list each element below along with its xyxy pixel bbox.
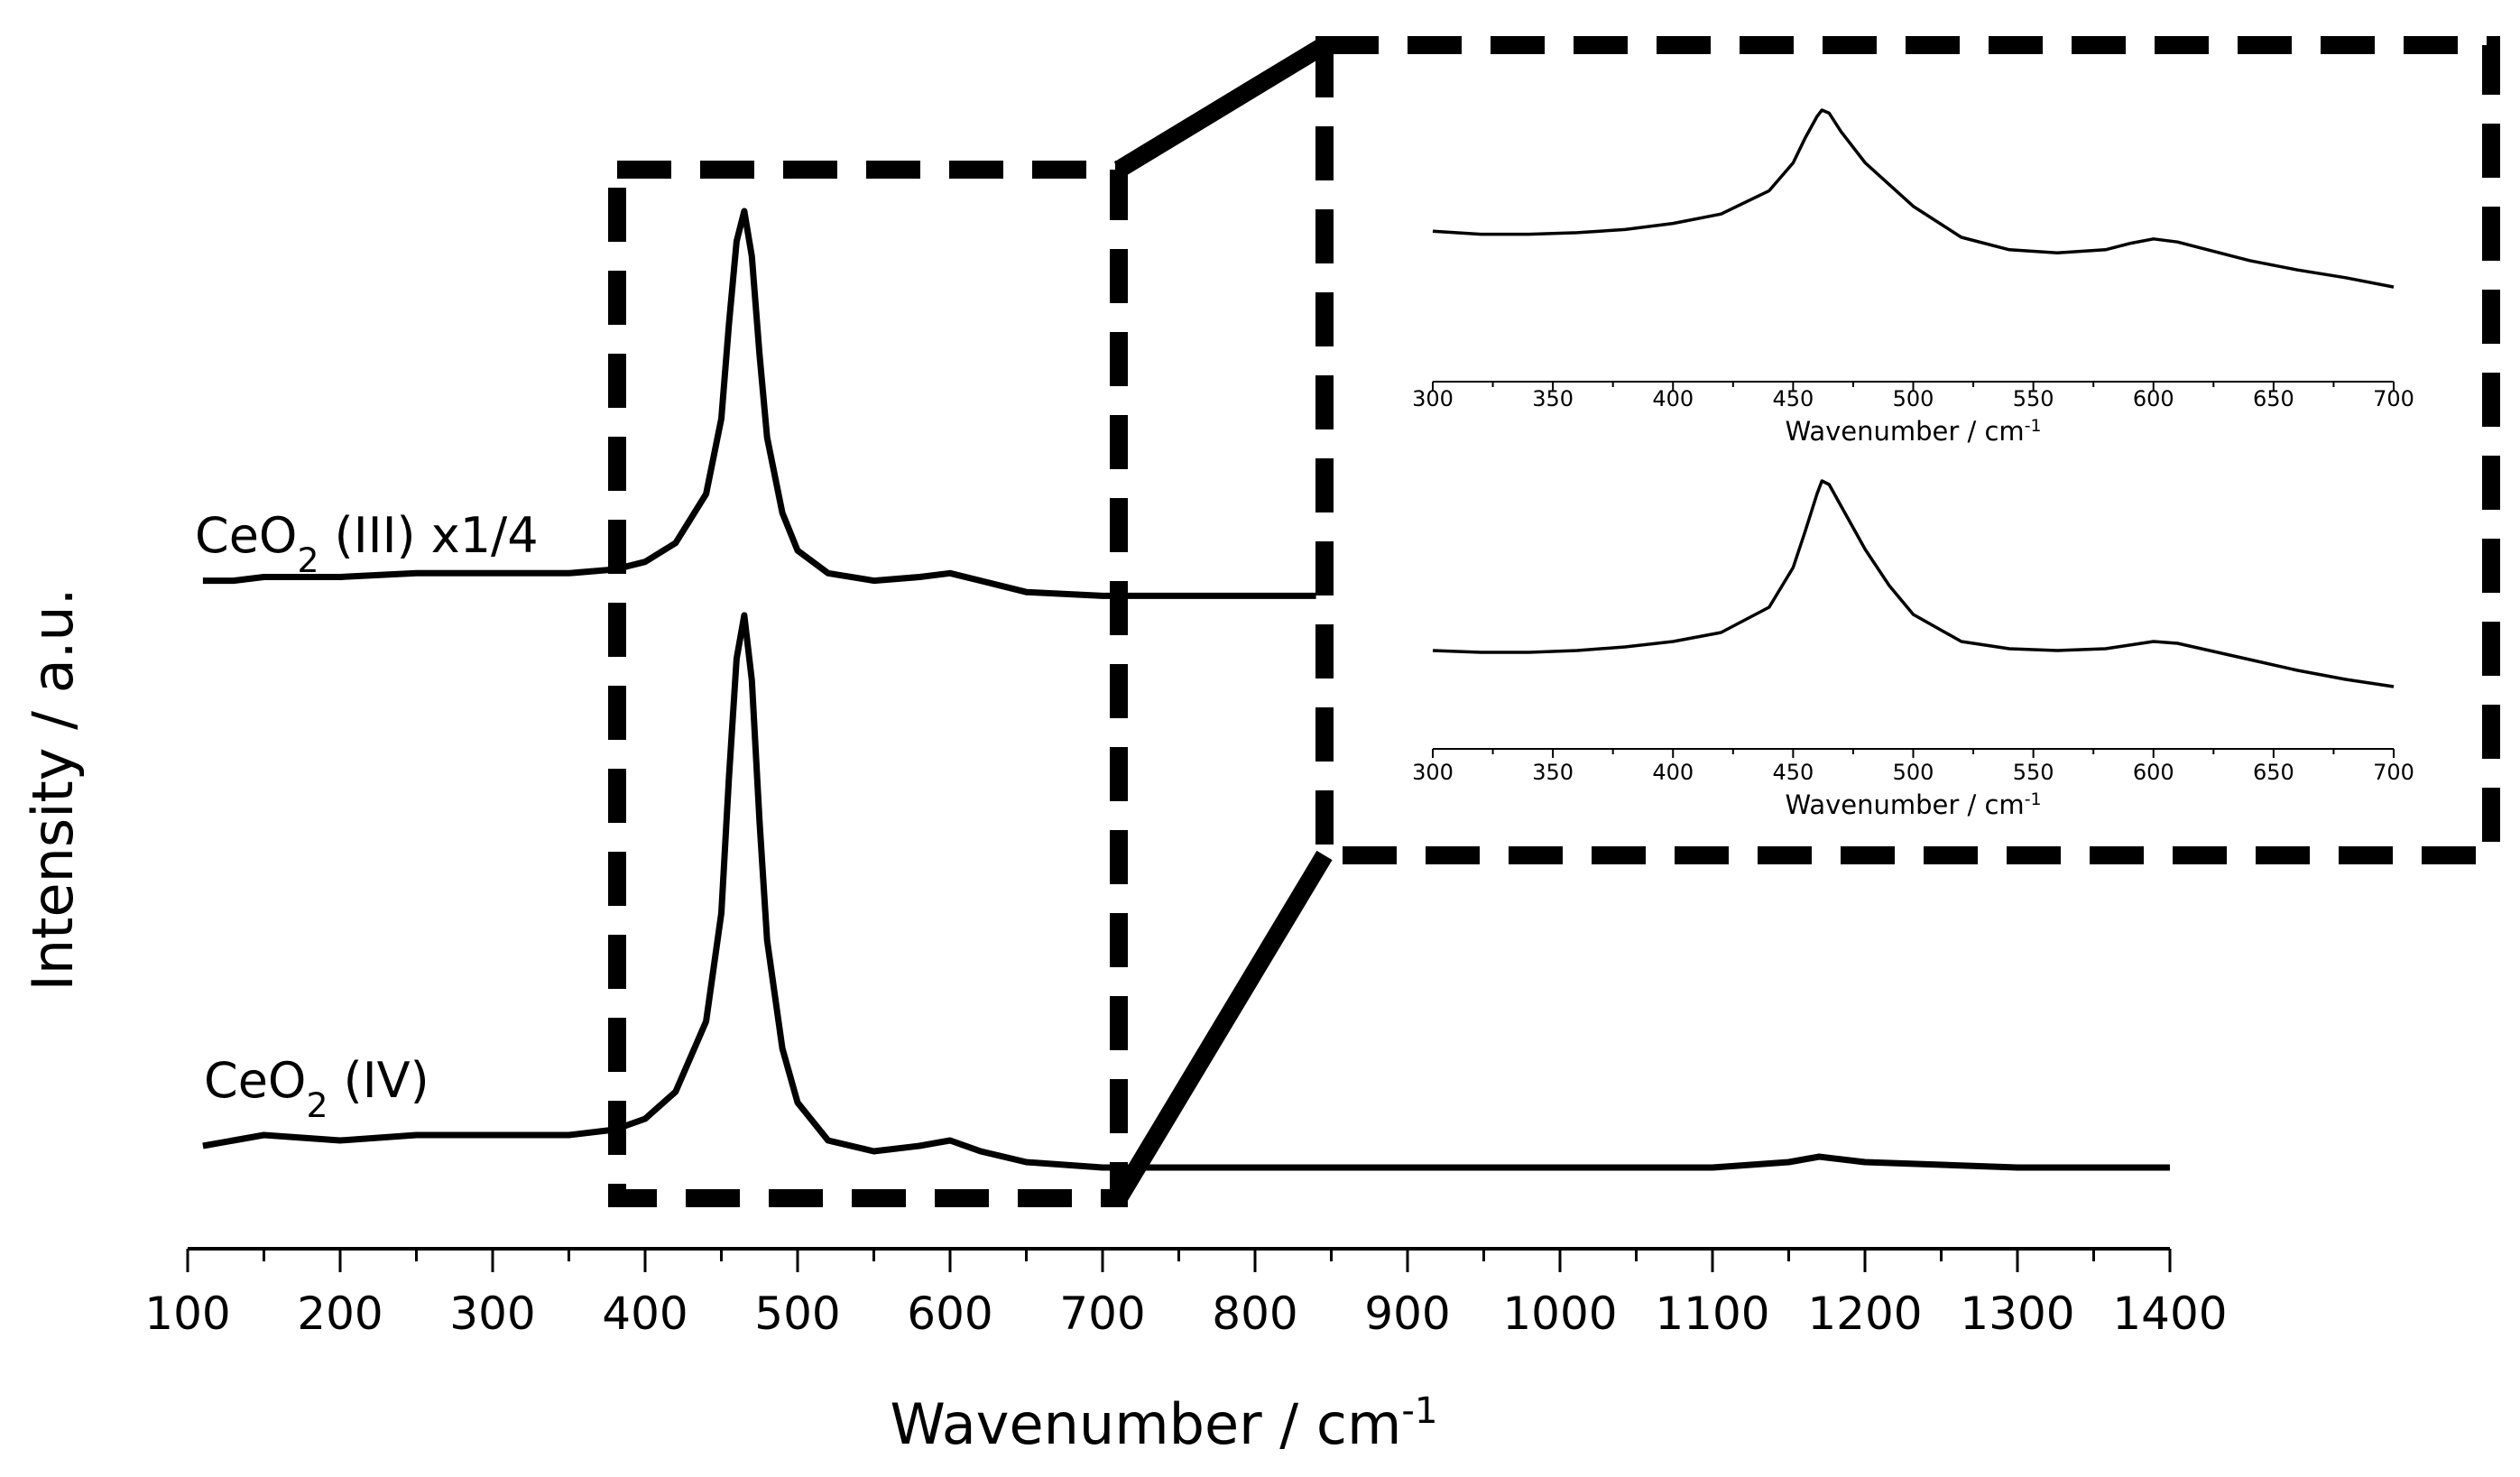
inset-tick-label: 550: [2013, 760, 2054, 785]
zoom-connector-top: [1113, 37, 1330, 178]
inset-tick-label: 700: [2373, 386, 2414, 411]
inset-x-axis-title: Wavenumber / cm-1: [1786, 789, 2042, 820]
main-plot: 100 200 300 400 500 600 700 800 900 1000 1100 1200 1…: [20, 208, 2228, 1458]
x-tick-label: 1100: [1655, 1288, 1769, 1340]
inset-tick-label: 650: [2253, 760, 2294, 785]
zoom-connector-bottom: [1111, 850, 1333, 1204]
inset-tick-label: 400: [1652, 760, 1694, 785]
y-axis-title: Intensity / a.u.: [20, 588, 86, 992]
inset-tick-label: 500: [1893, 386, 1934, 411]
x-tick-label: 1200: [1807, 1288, 1922, 1340]
inset-panel: 300 350 400 450 500 550 600 650 700 Wavenumber / …: [1412, 108, 2414, 820]
zoom-indicator: [608, 36, 2500, 1207]
x-tick-label: 300: [449, 1288, 535, 1340]
x-tick-label: 900: [1364, 1288, 1450, 1340]
series-label: CeO2 (IV): [204, 1052, 429, 1125]
inset-tick-label: 650: [2253, 386, 2294, 411]
x-tick-label: 400: [602, 1288, 688, 1340]
inset-tick-label: 450: [1772, 386, 1814, 411]
inset-x-axis-title: Wavenumber / cm-1: [1786, 416, 2042, 447]
inset-tick-label: 450: [1772, 760, 1814, 785]
spectrum-line: [202, 612, 2170, 1171]
inset-tick-label: 550: [2013, 386, 2054, 411]
x-tick-label: 600: [907, 1288, 992, 1340]
inset-frame: [1315, 36, 2500, 864]
x-tick-label: 200: [297, 1288, 383, 1340]
label-layer: CeO2 (III) x1/4 CeO2 (IV): [195, 507, 539, 1125]
x-tick-label: 100: [144, 1288, 230, 1340]
inset-tick-label: 700: [2373, 760, 2414, 785]
x-axis-title: Wavenumber / cm-1: [890, 1389, 1437, 1458]
x-tick-label: 700: [1059, 1288, 1145, 1340]
x-tick-label: 800: [1212, 1288, 1297, 1340]
inset-tick-label: 500: [1893, 760, 1934, 785]
inset-tick-label: 300: [1412, 760, 1454, 785]
inset-spectrum-line: [1432, 108, 2395, 289]
inset-tick-label: 600: [2133, 760, 2174, 785]
x-tick-label: 1300: [1960, 1288, 2074, 1340]
inset-tick-label: 400: [1652, 386, 1694, 411]
inset-tick-label: 300: [1412, 386, 1454, 411]
x-tick-label: 1400: [2112, 1288, 2227, 1340]
inset-tick-label: 350: [1532, 386, 1574, 411]
inset-spectrum-line: [1432, 479, 2395, 688]
series-label: CeO2 (III) x1/4: [195, 507, 539, 580]
inset-tick-label: 600: [2133, 386, 2174, 411]
x-tick-label: 500: [754, 1288, 840, 1340]
zoom-region-box: [608, 161, 1128, 1207]
spectrum-line: [202, 208, 1316, 599]
inset-tick-label: 350: [1532, 760, 1574, 785]
x-tick-label: 1000: [1502, 1288, 1617, 1340]
